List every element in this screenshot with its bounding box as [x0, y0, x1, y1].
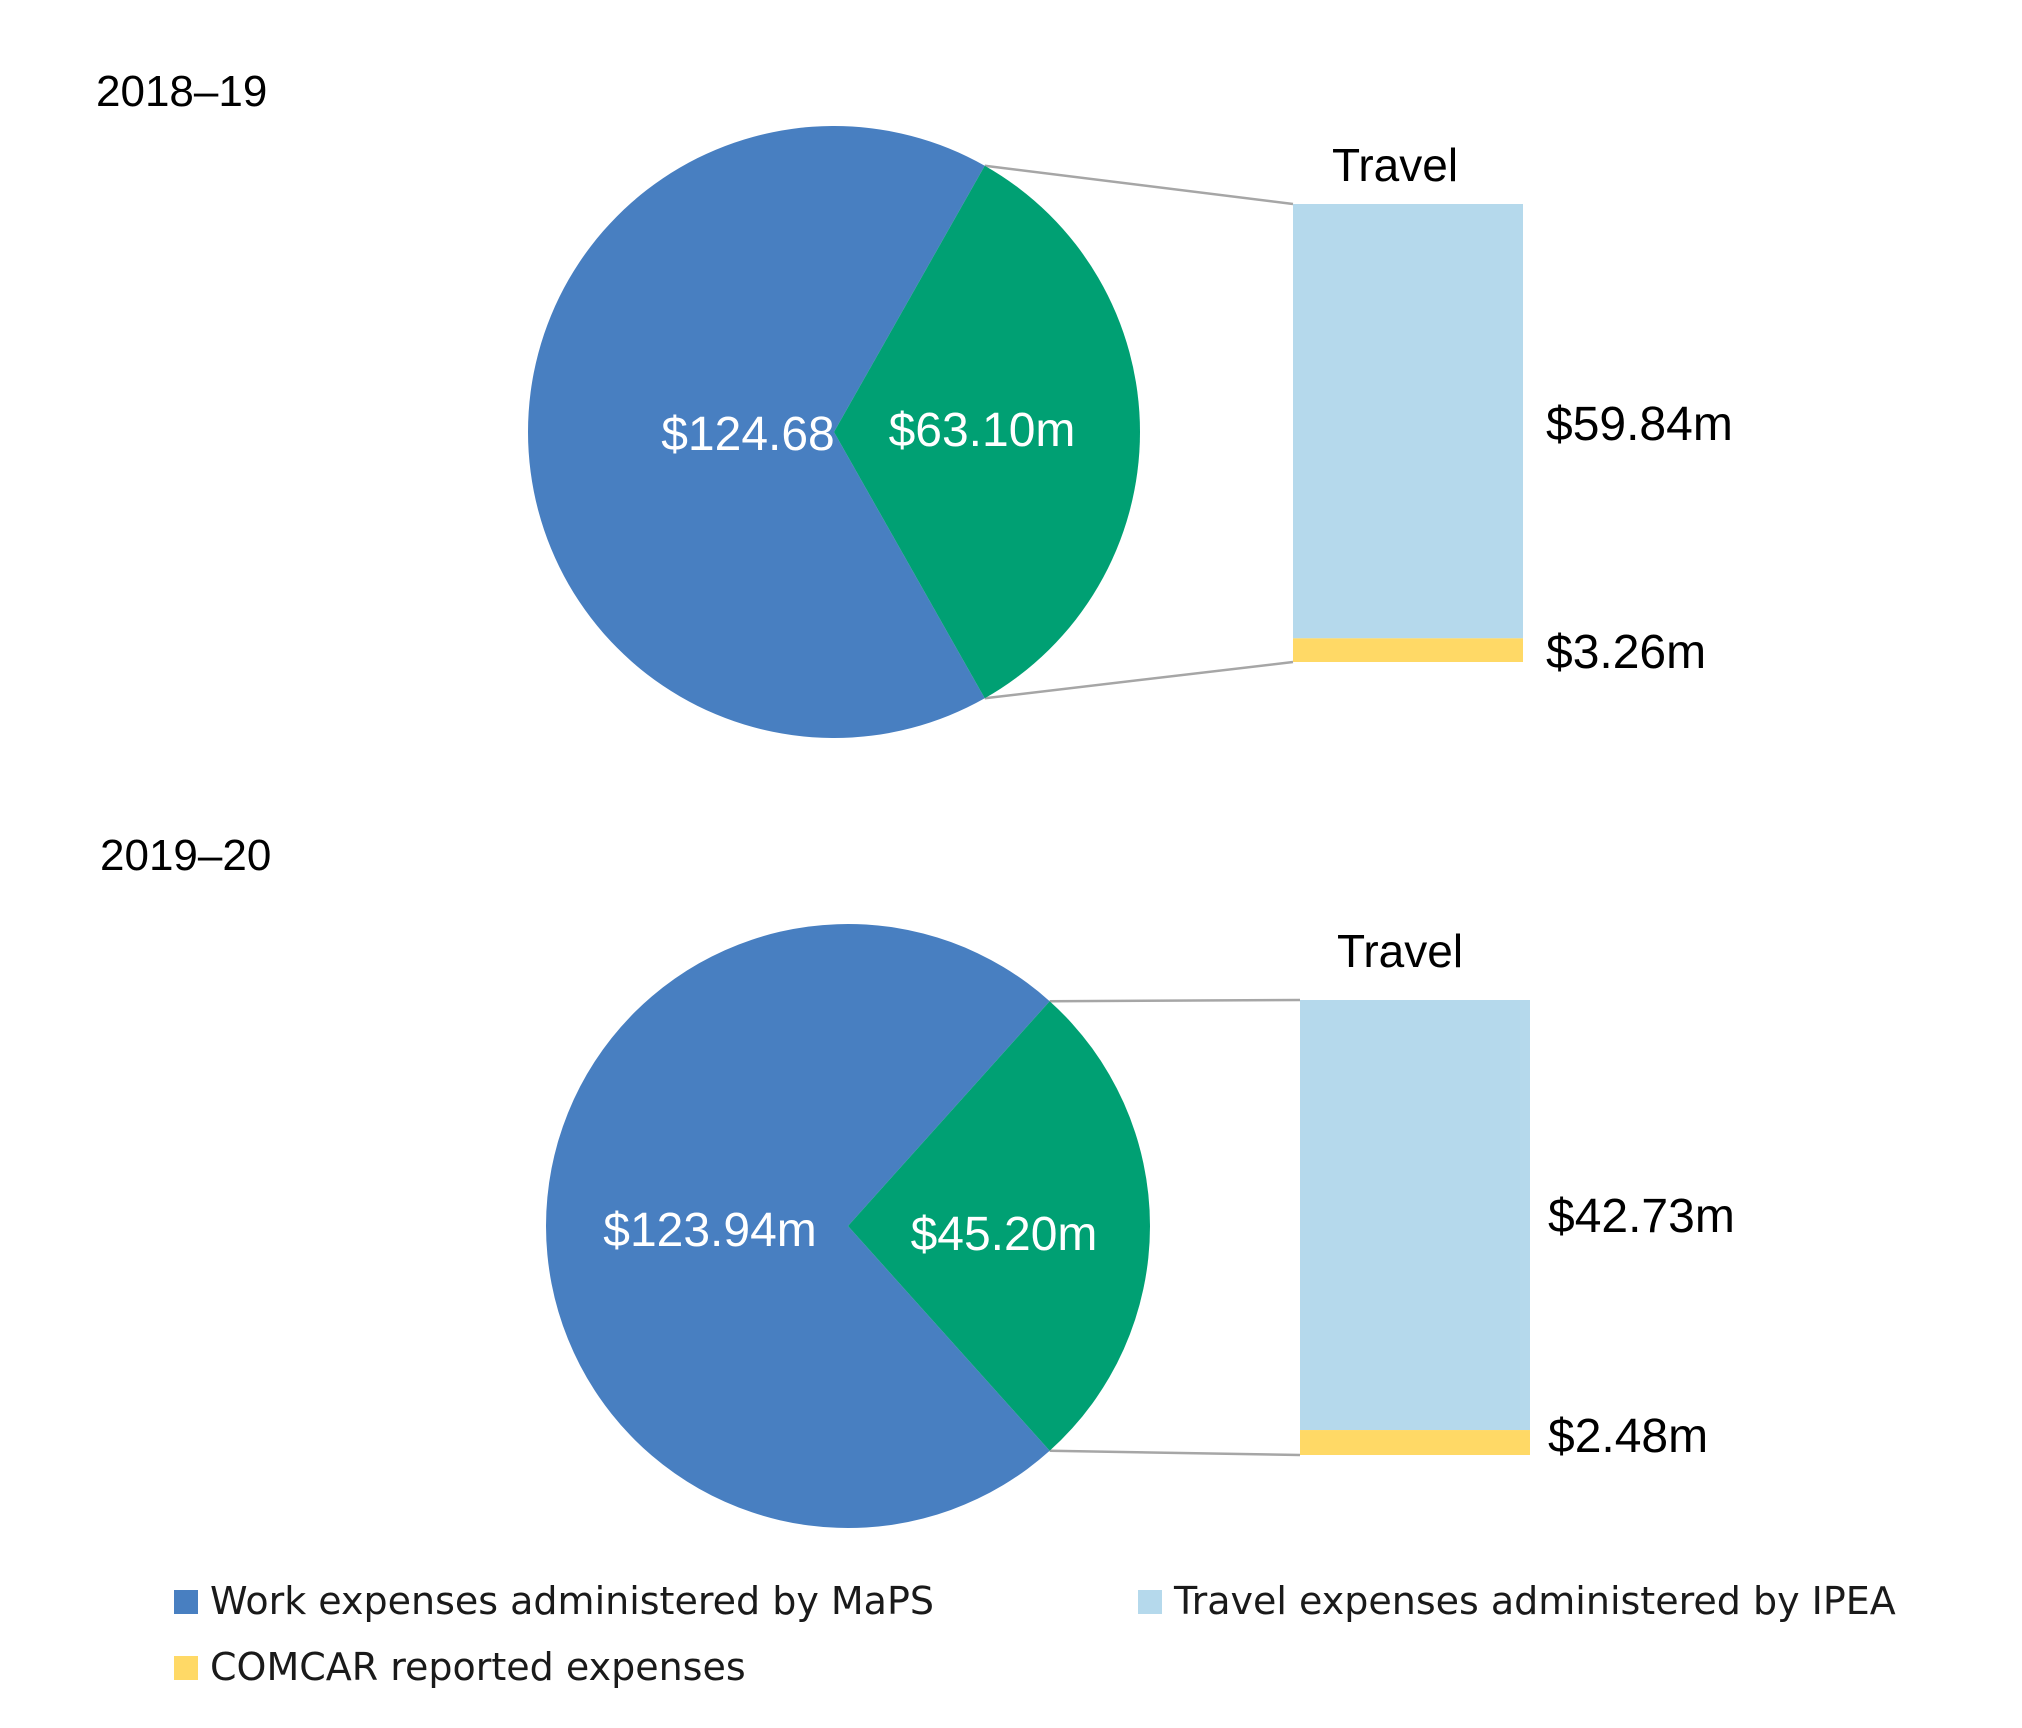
bar-segment-comcar-2018-19	[1293, 638, 1523, 662]
legend-item-comcar: COMCAR reported expenses	[174, 1645, 746, 1689]
legend-label-comcar: COMCAR reported expenses	[210, 1645, 746, 1689]
legend-label-work-expenses: Work expenses administered by MaPS	[210, 1579, 934, 1623]
legend: Work expenses administered by MaPS Trave…	[174, 1579, 1896, 1689]
bar-label-ipea-2018-19: $59.84m	[1546, 398, 1733, 451]
legend-item-ipea: Travel expenses administered by IPEA	[1138, 1579, 1896, 1623]
connector-bottom-2019-20	[1049, 1449, 1301, 1457]
panel-2019-20: 2019–20 $123.94m $45.20m Travel $42.73m …	[100, 831, 1735, 1528]
legend-swatch-ipea	[1138, 1590, 1162, 1614]
pie-label-work-expenses-2019-20: $123.94m	[603, 1204, 817, 1257]
bar-label-ipea-2019-20: $42.73m	[1548, 1190, 1735, 1243]
bar-segment-comcar-2019-20	[1300, 1430, 1530, 1455]
pie-slice-travel-2019-20	[848, 1001, 1150, 1451]
panel-1-title: 2018–19	[96, 67, 267, 116]
bar-label-comcar-2019-20: $2.48m	[1548, 1410, 1708, 1463]
legend-item-work-expenses: Work expenses administered by MaPS	[174, 1579, 934, 1623]
pie-slice-work-expenses-2019-20	[546, 924, 1050, 1528]
bar-segment-ipea-2019-20	[1300, 1000, 1530, 1431]
legend-swatch-comcar	[174, 1656, 198, 1680]
bar-segment-ipea-2018-19	[1293, 204, 1523, 639]
pie-label-travel-2018-19: $63.10m	[889, 404, 1076, 457]
bar-title-2019-20: Travel	[1337, 925, 1463, 977]
pie-slice-work-expenses-2018-19	[527, 125, 985, 739]
legend-swatch-work-expenses	[174, 1590, 198, 1614]
pie-label-work-expenses-2018-19: $124.68	[661, 408, 835, 461]
legend-label-ipea: Travel expenses administered by IPEA	[1173, 1579, 1896, 1623]
pie-label-travel-2019-20: $45.20m	[911, 1208, 1098, 1261]
pie-slice-travel-2018-19	[834, 165, 1140, 699]
bar-title-2018-19: Travel	[1332, 139, 1458, 191]
connector-bottom-2018-19	[984, 660, 1294, 700]
panel-2018-19: 2018–19 $124.68 $63.10m Travel $59.84m $…	[96, 67, 1733, 739]
connector-top-2019-20	[1049, 998, 1301, 1003]
bar-label-comcar-2018-19: $3.26m	[1546, 626, 1706, 679]
connector-top-2018-19	[984, 164, 1294, 206]
panel-2-title: 2019–20	[100, 831, 271, 880]
